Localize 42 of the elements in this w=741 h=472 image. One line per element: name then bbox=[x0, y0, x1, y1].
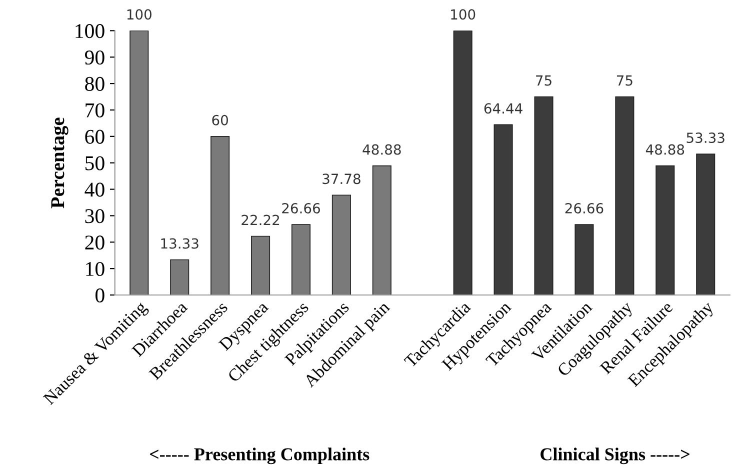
data-label: 100 bbox=[127, 9, 152, 20]
bar bbox=[372, 165, 392, 295]
data-label: 48.88 bbox=[362, 144, 401, 155]
bar bbox=[250, 236, 270, 295]
data-label: 26.66 bbox=[565, 203, 604, 214]
bar bbox=[494, 124, 513, 295]
data-label: 53.33 bbox=[686, 132, 724, 144]
y-tick-label: 70 bbox=[86, 103, 104, 118]
bar bbox=[291, 224, 311, 295]
bar bbox=[170, 259, 190, 295]
bar bbox=[574, 224, 594, 295]
y-tick-label: 50 bbox=[86, 156, 104, 170]
bar bbox=[656, 165, 675, 295]
data-label: 100 bbox=[451, 9, 476, 20]
y-tick-label: 30 bbox=[85, 209, 104, 224]
data-label: 75 bbox=[616, 75, 632, 86]
text: Clinical Signs -----> bbox=[540, 448, 690, 464]
data-label: 26.66 bbox=[282, 203, 320, 214]
y-tick-label: 0 bbox=[96, 288, 104, 302]
data-label: 60 bbox=[212, 114, 228, 126]
y-tick-label: 10 bbox=[86, 262, 104, 276]
data-label: 22.22 bbox=[242, 214, 280, 226]
data-label: 37.78 bbox=[322, 174, 360, 184]
text: <----- Presenting Complaints bbox=[150, 448, 370, 464]
y-tick-label: 100 bbox=[76, 24, 104, 38]
y-tick-label: 40 bbox=[84, 182, 104, 197]
data-label: 48.88 bbox=[646, 144, 684, 155]
y-tick-label: 60 bbox=[85, 130, 104, 144]
y-tick-label: 80 bbox=[85, 76, 104, 91]
y-tick-label: 20 bbox=[85, 236, 104, 250]
data-label: 64.44 bbox=[484, 103, 522, 114]
bar bbox=[453, 30, 472, 295]
data-label: 75 bbox=[536, 75, 552, 86]
y-axis-title: Percentage bbox=[51, 118, 68, 208]
data-label: 13.33 bbox=[161, 238, 198, 249]
bar bbox=[210, 136, 230, 295]
bar bbox=[615, 96, 634, 295]
bar bbox=[534, 96, 554, 295]
bar bbox=[696, 154, 716, 295]
bar bbox=[130, 30, 149, 295]
bar bbox=[332, 194, 351, 295]
y-tick-label: 90 bbox=[84, 50, 104, 65]
